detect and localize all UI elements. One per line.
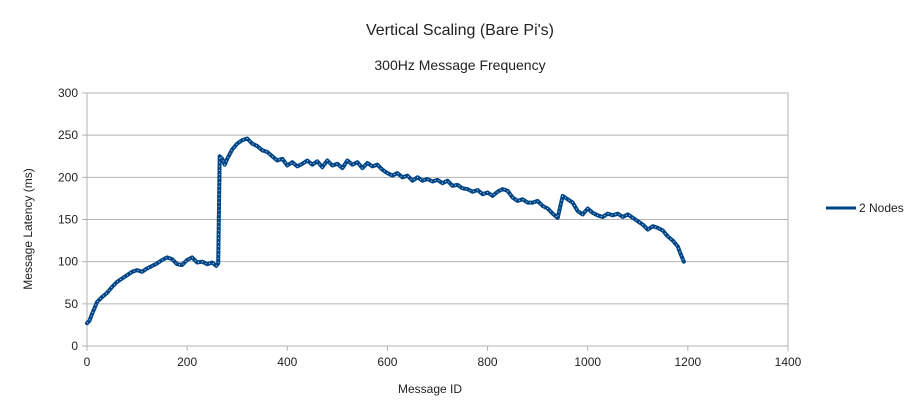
legend: 2 Nodes xyxy=(826,201,904,215)
chart-subtitle: 300Hz Message Frequency xyxy=(374,57,545,73)
series-line-2-nodes xyxy=(85,136,686,326)
x-tick-label: 400 xyxy=(277,355,297,369)
y-tick-label: 300 xyxy=(58,86,78,100)
x-tick-label: 1000 xyxy=(574,355,601,369)
y-tick-label: 50 xyxy=(65,297,79,311)
y-tick-label: 100 xyxy=(58,255,78,269)
grid-lines xyxy=(87,92,788,347)
y-tick-label: 150 xyxy=(58,213,78,227)
x-tick-label: 1200 xyxy=(675,355,702,369)
legend-label-2-nodes: 2 Nodes xyxy=(859,201,904,215)
x-tick-label: 1400 xyxy=(775,355,802,369)
y-tick-label: 0 xyxy=(71,339,78,353)
x-tick-label: 0 xyxy=(84,355,91,369)
axis-ticks: 0 50 100 150 200 250 300 0 200 400 600 800 1000 1200 1… xyxy=(58,86,802,369)
y-axis-title: Message Latency (ms) xyxy=(21,168,35,289)
x-tick-label: 200 xyxy=(177,355,197,369)
chart-title: Vertical Scaling (Bare Pi's) xyxy=(366,22,554,39)
x-tick-label: 800 xyxy=(478,355,498,369)
x-tick-label: 600 xyxy=(377,355,397,369)
y-tick-label: 200 xyxy=(58,170,78,184)
series-line-texture xyxy=(86,137,685,324)
x-axis-title: Message ID xyxy=(398,382,462,396)
y-tick-label: 250 xyxy=(58,128,78,142)
series-layer xyxy=(85,136,686,326)
